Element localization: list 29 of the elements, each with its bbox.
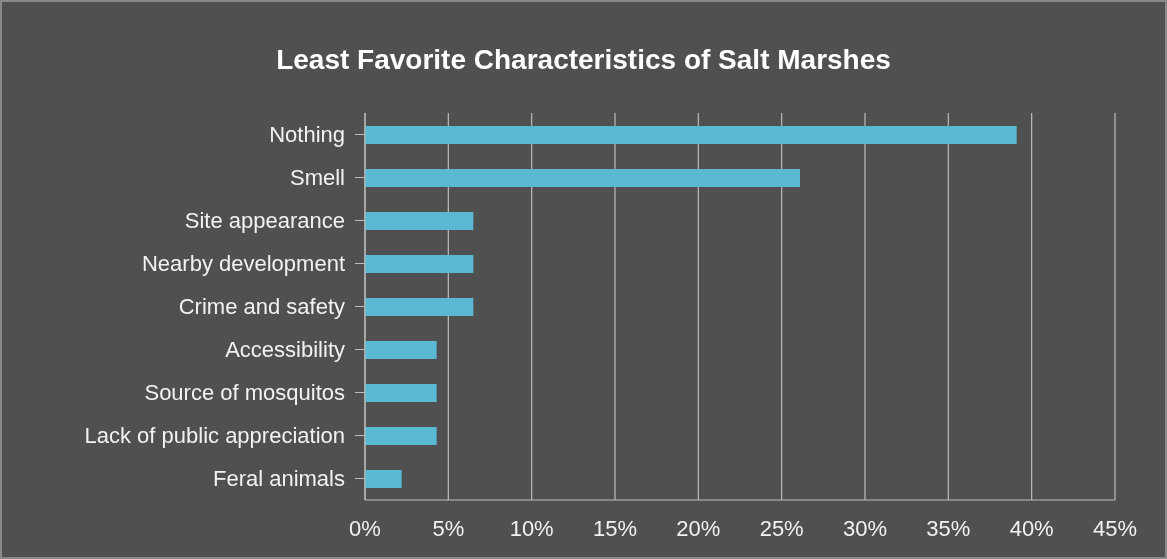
x-tick-label: 20% [676, 515, 721, 541]
x-tick-label: 35% [926, 515, 971, 541]
y-tick-label: Lack of public appreciation [84, 423, 345, 449]
x-tick-label: 45% [1092, 515, 1138, 541]
y-tick-label: Crime and safety [178, 294, 345, 320]
bar [365, 169, 800, 187]
bar [365, 427, 437, 445]
y-tick-label: Feral animals [212, 466, 345, 492]
y-tick-label: Smell [289, 165, 345, 191]
y-tick-label: Nothing [269, 122, 345, 148]
y-tick-label: Site appearance [184, 208, 345, 234]
x-tick-label: 25% [759, 515, 804, 541]
bar [365, 298, 474, 316]
y-tick-label: Source of mosquitos [144, 380, 345, 406]
x-tick-label: 30% [842, 515, 888, 541]
bar [365, 384, 437, 402]
bar [365, 470, 402, 488]
bar [365, 255, 474, 273]
y-tick-label: Nearby development [141, 251, 345, 277]
x-tick-label: 10% [509, 515, 554, 541]
y-tick-label: Accessibility [225, 337, 345, 363]
x-tick-label: 0% [349, 515, 381, 541]
bar [365, 212, 474, 230]
x-tick-label: 15% [592, 515, 638, 541]
x-tick-label: 5% [432, 515, 465, 541]
bar [365, 126, 1017, 144]
x-tick-label: 40% [1009, 515, 1054, 541]
chart-title: Least Favorite Characteristics of Salt Marshes [275, 43, 892, 77]
bar [365, 341, 437, 359]
